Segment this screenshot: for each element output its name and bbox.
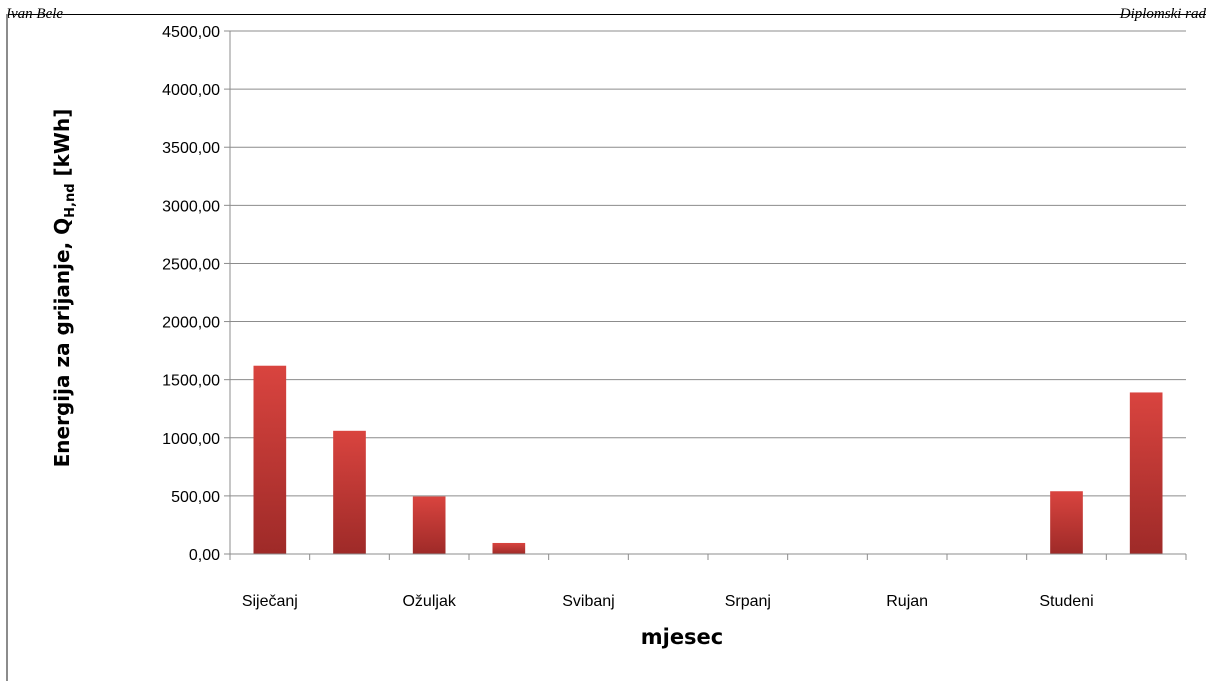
header-document-type: Diplomski rad <box>1119 6 1206 22</box>
x-tick-label: Svibanj <box>562 593 614 610</box>
y-axis-title-subscript: H,nd <box>63 183 78 217</box>
header-author: Ivan Bele <box>6 6 64 22</box>
bar-veljača <box>333 430 366 554</box>
y-tick-label: 1000,00 <box>162 431 220 448</box>
y-tick-label: 500,00 <box>171 489 220 506</box>
x-tick-label: Rujan <box>886 593 928 610</box>
y-tick-label: 2000,00 <box>162 315 220 332</box>
y-axis-title-prefix: Energija za grijanje, Q <box>50 218 74 468</box>
x-tick-labels: Siječanj Ožuljak Svibanj Srpanj Rujan Studeni <box>242 593 1094 610</box>
bar-prosinac <box>1129 392 1163 554</box>
y-tick-label: 3000,00 <box>162 198 220 215</box>
page-border <box>6 14 8 681</box>
bar-siječanj <box>253 365 287 554</box>
bar-ožuljak <box>412 496 446 554</box>
axes <box>229 31 1187 560</box>
x-axis-title: mjesec <box>641 625 724 649</box>
bar-travanj <box>492 542 526 554</box>
y-tick-label: 0,00 <box>189 547 220 564</box>
y-tick-label: 4000,00 <box>162 82 220 99</box>
y-axis-title-suffix: [kWh] <box>50 109 74 184</box>
bar-studeni <box>1050 491 1083 554</box>
x-tick-label: Siječanj <box>242 593 298 610</box>
y-tick-label: 3500,00 <box>162 140 220 157</box>
page-header-line: Ivan Bele Diplomski rad <box>6 6 1206 22</box>
x-tick-label: Srpanj <box>725 593 771 610</box>
y-tick-label: 2500,00 <box>162 256 220 273</box>
y-tick-label: 4500,00 <box>162 24 220 41</box>
y-tick-labels: 0,00 500,00 1000,00 1500,00 2000,00 2500,00 30… <box>162 24 220 564</box>
y-tick-label: 1500,00 <box>162 373 220 390</box>
x-tick-label: Studeni <box>1039 593 1093 610</box>
bars <box>253 365 1163 554</box>
gridlines <box>224 30 1186 555</box>
y-axis-title: Energija za grijanje, QH,nd [kWh] <box>50 109 78 468</box>
x-tick-label: Ožuljak <box>402 593 456 610</box>
